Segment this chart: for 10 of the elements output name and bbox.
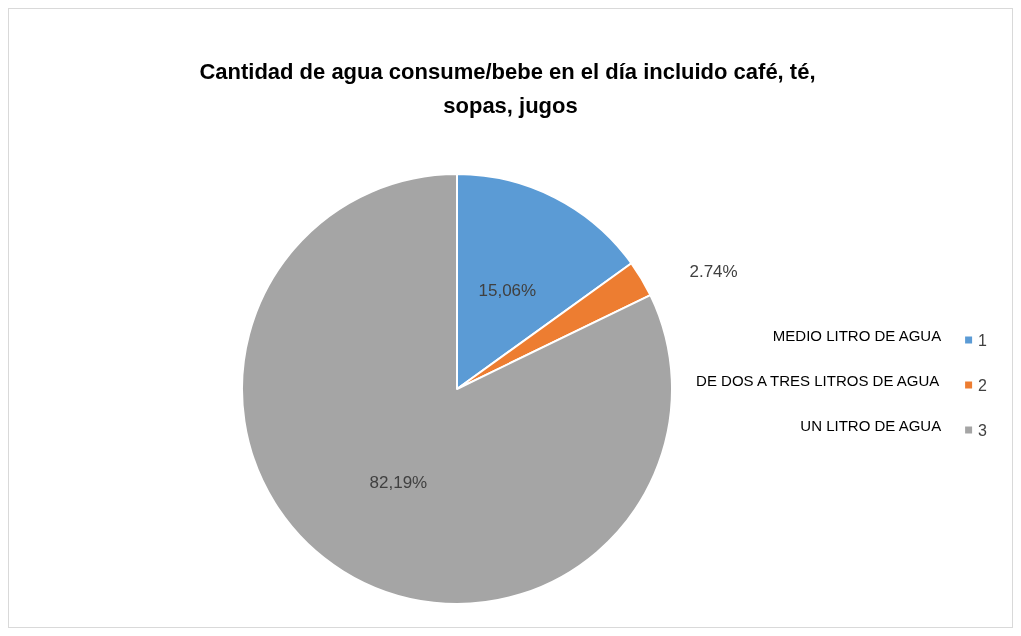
legend-label: 2 — [978, 376, 988, 394]
legend-label: 1 — [978, 331, 988, 349]
text: UN LITRO DE AGUA — [800, 417, 942, 434]
chart-title: Cantidad de agua consume/bebe en el día incluido café, té, sopas, jugos — [199, 58, 822, 118]
legend-label: 3 — [978, 421, 988, 439]
data-label: 15,06% — [478, 281, 537, 301]
text: DE DOS A TRES LITROS DE AGUA — [696, 372, 940, 389]
text: MEDIO LITRO DE AGUA — [772, 327, 942, 344]
data-label: 82,19% — [369, 473, 428, 493]
data-label: 2.74% — [689, 261, 738, 281]
